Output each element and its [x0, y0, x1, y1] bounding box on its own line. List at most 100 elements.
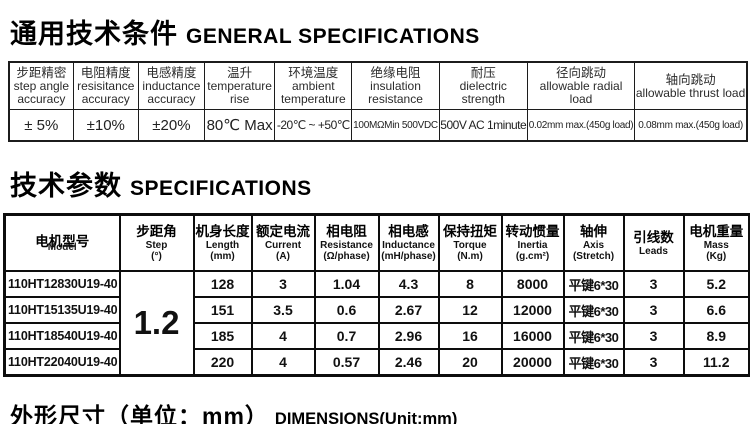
- value-insulation-resistance: 100MΩMin 500VDC: [351, 109, 440, 142]
- cell-axis: 平键6*30: [562, 296, 625, 324]
- cell-leads: 3: [622, 322, 685, 350]
- th-resistance-unit: (Ω/phase): [323, 251, 370, 262]
- cell-inertia: 20000: [500, 348, 565, 377]
- th-mass-zh: 电机重量: [689, 224, 744, 239]
- th-step-angle-accuracy: 步距精密 step angle accuracy: [8, 61, 74, 110]
- th-temperature-rise: 温升 temperature rise: [204, 61, 276, 110]
- cell-axis: 平键6*30: [562, 270, 625, 298]
- th-inductance-unit: (mH/phase): [381, 251, 436, 262]
- cell-leads: 3: [622, 348, 685, 377]
- th-step-angle-accuracy-en: step angle accuracy: [13, 79, 70, 106]
- cell-length: 220: [192, 348, 253, 377]
- cell-step-angle: 1.2: [118, 270, 195, 377]
- th-allowable-radial-load-zh: 径向跳动: [556, 66, 607, 80]
- cell-inertia: 8000: [500, 270, 565, 298]
- th-inductance-accuracy: 电感精度 inductance accuracy: [137, 61, 206, 110]
- general-specs-header-row: 步距精密 step angle accuracy 电阻精度 resisitanc…: [8, 61, 748, 110]
- th-torque-en: Torque: [453, 240, 487, 251]
- general-specs-value-row: ± 5% ±10% ±20% 80℃ Max -20℃ ~ +50℃ 100MΩ…: [8, 109, 748, 142]
- th-mass-unit: (Kg): [706, 251, 727, 262]
- cell-torque: 8: [437, 270, 503, 298]
- th-torque: 保持扭矩 Torque (N.m): [437, 213, 503, 272]
- th-inertia-en: Inertia: [517, 240, 548, 251]
- cell-leads: 3: [622, 270, 685, 298]
- th-allowable-radial-load: 径向跳动 allowable radial load: [526, 61, 636, 110]
- general-specs-title: 通用技术条件 GENERAL SPECIFICATIONS: [10, 12, 750, 51]
- th-allowable-thrust-load: 轴向跳动 allowable thrust load: [634, 61, 748, 110]
- cell-inductance: 2.96: [377, 322, 440, 350]
- th-torque-unit: (N.m): [457, 251, 483, 262]
- th-dielectric-strength-en: dielectric strength: [459, 79, 507, 106]
- th-resistance-accuracy-zh: 电阻精度: [80, 66, 131, 80]
- th-current: 额定电流 Current (A): [250, 213, 316, 272]
- th-inductance-accuracy-zh: 电感精度: [146, 66, 197, 80]
- th-ambient-temperature-zh: 环境温度: [288, 66, 339, 80]
- cell-model: 110HT12830U19-40: [3, 270, 121, 298]
- cell-inertia: 16000: [500, 322, 565, 350]
- th-leads-en: Leads: [639, 245, 668, 257]
- spec-row-110HT15135: 110HT15135U19-40 151 3.5 0.6 2.67 12 120…: [3, 296, 750, 324]
- th-resistance-en: Resistance: [320, 240, 373, 251]
- cell-length: 185: [192, 322, 253, 350]
- specifications-title: 技术参数 SPECIFICATIONS: [10, 164, 750, 203]
- th-inertia: 转动惯量 Inertia (g.cm²): [500, 213, 565, 272]
- dimensions-title-zh: 外形尺寸（单位：mm）: [10, 403, 269, 424]
- th-current-en: Current: [264, 240, 302, 251]
- cell-leads: 3: [622, 296, 685, 324]
- cell-torque: 16: [437, 322, 503, 350]
- th-ambient-temperature-en: ambient temperature: [280, 79, 346, 106]
- th-inductance-zh: 相电感: [388, 224, 429, 239]
- cell-mass: 11.2: [682, 348, 750, 377]
- th-model-zh: 电机型号: [35, 233, 90, 249]
- spec-row-110HT12830: 110HT12830U19-40 1.2 128 3 1.04 4.3 8 80…: [3, 270, 750, 377]
- cell-resistance: 1.04: [313, 270, 380, 298]
- th-axis-unit: (Stretch): [572, 251, 615, 262]
- specifications-title-en: SPECIFICATIONS: [130, 177, 312, 200]
- cell-inertia: 12000: [500, 296, 565, 324]
- cell-torque: 20: [437, 348, 503, 377]
- th-axis-zh: 轴伸: [580, 224, 607, 239]
- th-insulation-resistance: 绝缘电阻 insulation resistance: [351, 61, 440, 110]
- th-mass-en: Mass: [703, 240, 729, 251]
- specifications-table: 电机型号 Model 步距角 Step (°) 机身长度 Length (mm)…: [3, 213, 750, 377]
- th-ambient-temperature: 环境温度 ambient temperature: [274, 61, 353, 110]
- cell-axis: 平键6*30: [562, 348, 625, 377]
- th-resistance-zh: 相电阻: [326, 224, 367, 239]
- cell-model: 110HT15135U19-40: [3, 296, 121, 324]
- value-ambient-temperature: -20℃ ~ +50℃: [274, 109, 353, 142]
- th-allowable-thrust-load-zh: 轴向跳动: [665, 72, 716, 87]
- th-torque-zh: 保持扭矩: [443, 224, 497, 239]
- cell-mass: 5.2: [682, 270, 750, 298]
- specifications-header-row: 电机型号 Model 步距角 Step (°) 机身长度 Length (mm)…: [3, 213, 750, 272]
- cell-inductance: 4.3: [377, 270, 440, 298]
- specifications-title-zh: 技术参数: [10, 171, 122, 201]
- value-resistance-accuracy: ±10%: [72, 109, 139, 142]
- th-length: 机身长度 Length (mm): [192, 213, 253, 272]
- th-inductance-en: Inductance: [382, 240, 435, 251]
- cell-model: 110HT22040U19-40: [3, 348, 121, 377]
- th-mass: 电机重量 Mass (Kg): [682, 213, 750, 272]
- cell-inductance: 2.46: [377, 348, 440, 377]
- value-step-angle-accuracy: ± 5%: [8, 109, 74, 142]
- th-dielectric-strength-zh: 耐压: [470, 66, 496, 80]
- value-dielectric-strength: 500V AC 1minute: [438, 109, 528, 142]
- general-specs-title-zh: 通用技术条件: [10, 19, 178, 49]
- th-inertia-unit: (g.cm²): [515, 251, 550, 262]
- general-specs-title-en: GENERAL SPECIFICATIONS: [186, 25, 480, 48]
- cell-current: 3: [250, 270, 316, 298]
- dimensions-title-en: DIMENSIONS(Unit:mm): [274, 410, 458, 424]
- th-model: 电机型号 Model: [3, 213, 121, 272]
- cell-resistance: 0.6: [313, 296, 380, 324]
- th-resistance-accuracy: 电阻精度 resisitance accuracy: [72, 61, 139, 110]
- th-temperature-rise-en: temperature rise: [207, 79, 272, 106]
- cell-current: 3.5: [250, 296, 316, 324]
- cell-mass: 6.6: [682, 296, 750, 324]
- th-insulation-resistance-zh: 绝缘电阻: [370, 66, 421, 80]
- cell-resistance: 0.57: [313, 348, 380, 377]
- cell-length: 151: [192, 296, 253, 324]
- cell-current: 4: [250, 322, 316, 350]
- value-inductance-accuracy: ±20%: [137, 109, 206, 142]
- th-current-zh: 额定电流: [256, 224, 310, 239]
- th-step: 步距角 Step (°): [118, 213, 195, 272]
